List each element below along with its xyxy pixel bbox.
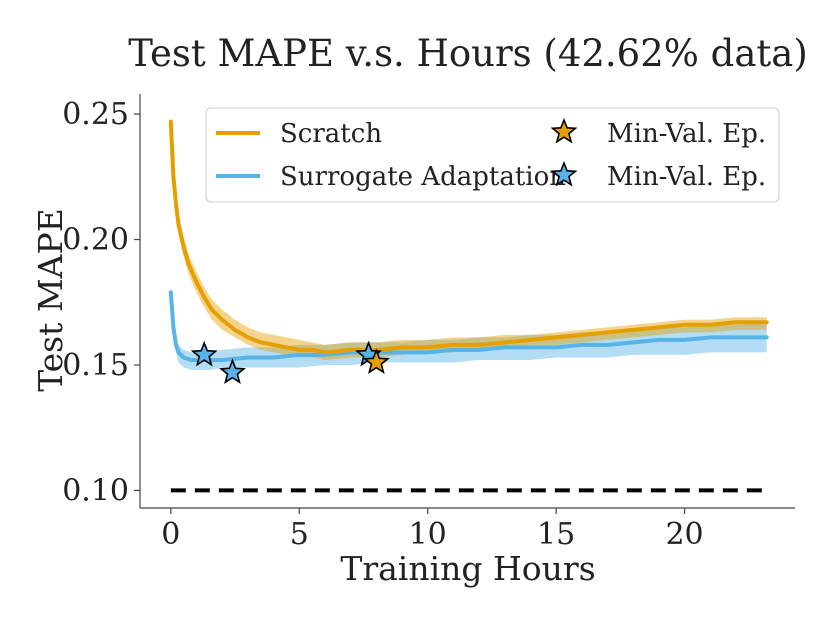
legend-surrogate-label: Surrogate Adaptation <box>280 162 566 192</box>
y-tick-label-0.20: 0.20 <box>62 223 129 258</box>
x-tick-label-20: 20 <box>665 517 703 552</box>
x-tick-label-15: 15 <box>537 517 575 552</box>
min-val-star-marker-1 <box>190 340 218 367</box>
y-tick-label-0.10: 0.10 <box>62 473 129 508</box>
legend-scratch-star-icon <box>550 117 578 144</box>
legend-scratch-star-label: Min-Val. Ep. <box>607 119 766 149</box>
y-tick-label-0.15: 0.15 <box>62 348 129 383</box>
legend-surrogate-star-icon <box>550 160 578 187</box>
x-tick-label-10: 10 <box>409 517 447 552</box>
legend: Scratch Min-Val. Ep. Surrogate Adaptatio… <box>205 107 780 203</box>
min-val-star-marker-2 <box>219 358 246 384</box>
scratch-line <box>168 119 769 355</box>
x-tick-label-0: 0 <box>161 517 180 552</box>
x-ticks: 0 5 10 15 20 <box>161 508 704 552</box>
y-axis-label: Test MAPE <box>31 208 70 392</box>
x-tick-label-5: 5 <box>290 517 309 552</box>
y-ticks: 0.10 0.15 0.20 0.25 <box>62 97 140 508</box>
min-val-star-marker-4 <box>362 348 390 374</box>
x-axis-label: Training Hours <box>340 549 595 588</box>
surrogate-adaptation-band <box>170 287 767 370</box>
y-tick-label-0.25: 0.25 <box>62 97 129 132</box>
legend-scratch-label: Scratch <box>280 119 382 149</box>
legend-surrogate-star-label: Min-Val. Ep. <box>607 162 766 192</box>
chart-title: Test MAPE v.s. Hours (42.62% data) <box>128 32 808 75</box>
legend-box <box>205 107 780 203</box>
plot-area <box>168 114 769 493</box>
